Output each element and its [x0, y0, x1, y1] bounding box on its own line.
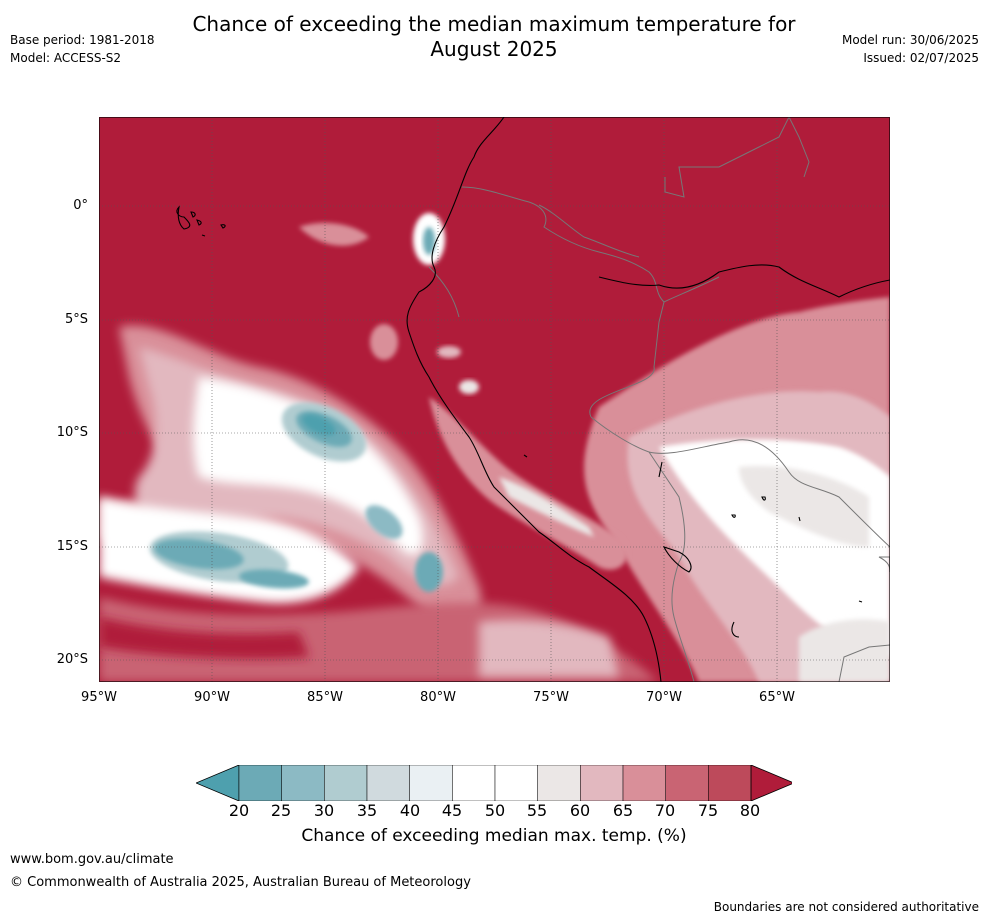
colorbar-segment	[281, 765, 325, 801]
colorbar	[196, 765, 792, 801]
lat-label-10s: 10°S	[56, 425, 88, 440]
colorbar-tick-60: 60	[569, 801, 591, 820]
colorbar-segment	[580, 765, 624, 801]
model-text: Model: ACCESS-S2	[10, 51, 122, 65]
lon-label-80w: 80°W	[420, 690, 456, 705]
colorbar-segment	[452, 765, 496, 801]
meta-left: Base period: 1981-2018 Model: ACCESS-S2	[10, 31, 155, 67]
lon-label-70w: 70°W	[646, 690, 682, 705]
colorbar-segment	[366, 765, 410, 801]
footer-url[interactable]: www.bom.gov.au/climate	[10, 852, 174, 867]
lon-label-85w: 85°W	[307, 690, 343, 705]
lat-label-15s: 15°S	[56, 539, 88, 554]
model-run-text: Model run: 30/06/2025	[841, 33, 979, 47]
map-title: Chance of exceeding the median maximum t…	[0, 12, 988, 62]
lat-label-20s: 20°S	[56, 652, 88, 667]
footer-copyright: © Commonwealth of Australia 2025, Austra…	[10, 875, 471, 890]
colorbar-tick-75: 75	[697, 801, 719, 820]
gridlines	[99, 117, 890, 682]
map-title-line2: August 2025	[430, 37, 558, 61]
lon-label-75w: 75°W	[533, 690, 569, 705]
country-boundaries	[428, 117, 890, 682]
lat-label-0: 0°	[73, 198, 88, 213]
forecast-map[interactable]	[99, 117, 890, 682]
colorbar-segment	[537, 765, 581, 801]
colorbar-arrow-low	[196, 765, 240, 801]
lon-label-95w: 95°W	[81, 690, 117, 705]
issued-text: Issued: 02/07/2025	[863, 51, 979, 65]
map-frame	[99, 117, 890, 682]
lat-label-5s: 5°S	[64, 312, 88, 327]
colorbar-tick-20: 20	[228, 801, 250, 820]
colorbar-tick-70: 70	[654, 801, 676, 820]
colorbar-segment	[708, 765, 752, 801]
colorbar-segment	[324, 765, 368, 801]
colorbar-segment	[622, 765, 666, 801]
base-period-text: Base period: 1981-2018	[10, 33, 155, 47]
map-title-line1: Chance of exceeding the median maximum t…	[192, 12, 796, 36]
colorbar-arrow-high	[750, 765, 792, 801]
footer-disclaimer: Boundaries are not considered authoritat…	[713, 900, 979, 914]
lon-label-90w: 90°W	[194, 690, 230, 705]
colorbar-tick-40: 40	[399, 801, 421, 820]
colorbar-tick-45: 45	[441, 801, 463, 820]
lon-label-65w: 65°W	[759, 690, 795, 705]
colorbar-tick-80: 80	[739, 801, 761, 820]
colorbar-tick-65: 65	[612, 801, 634, 820]
colorbar-segment	[494, 765, 538, 801]
colorbar-tick-25: 25	[270, 801, 292, 820]
colorbar-tick-50: 50	[484, 801, 506, 820]
coastlines	[176, 117, 890, 682]
colorbar-tick-35: 35	[356, 801, 378, 820]
colorbar-tick-55: 55	[526, 801, 548, 820]
colorbar-segment	[409, 765, 453, 801]
colorbar-label: Chance of exceeding median max. temp. (%…	[301, 826, 687, 846]
colorbar-segment	[665, 765, 709, 801]
colorbar-tick-30: 30	[313, 801, 335, 820]
colorbar-segment	[238, 765, 282, 801]
meta-right: Model run: 30/06/2025 Issued: 02/07/2025	[842, 31, 979, 67]
